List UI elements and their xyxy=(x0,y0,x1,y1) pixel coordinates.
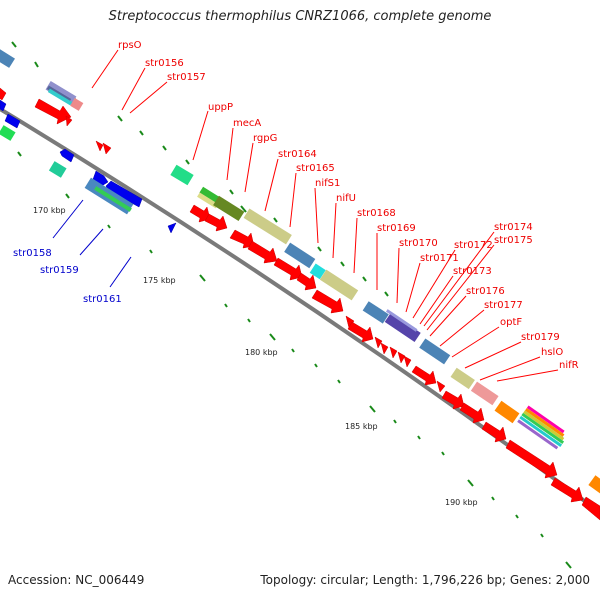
gene-label: str0172 xyxy=(454,240,493,251)
feature-bar xyxy=(521,412,565,444)
feature-bar xyxy=(470,381,499,406)
gene-label: str0175 xyxy=(494,235,533,246)
kbp-label: 170 kbp xyxy=(33,206,66,215)
gene-label: rpsO xyxy=(118,40,142,51)
gene-label: str0170 xyxy=(399,238,438,249)
forward-genes xyxy=(0,87,600,521)
map-title: Streptococcus thermophilus CNRZ1066, com… xyxy=(108,9,492,24)
gene-label: str0171 xyxy=(420,253,459,264)
gene-label: str0161 xyxy=(83,294,122,305)
feature-bar xyxy=(197,192,219,209)
gene-label: mecA xyxy=(233,118,261,129)
forward-label-leaders xyxy=(91,49,559,382)
feature-bar xyxy=(213,195,245,222)
feature-bar xyxy=(523,410,565,441)
feature-bar xyxy=(0,125,16,141)
kbp-label: 190 kbp xyxy=(445,498,478,507)
feature-bar xyxy=(47,88,73,106)
gene-label: str0164 xyxy=(278,149,317,160)
feature-bar xyxy=(588,475,600,497)
gene-label: rgpG xyxy=(253,133,277,144)
feature-bar xyxy=(170,164,194,186)
kbp-label: 180 kbp xyxy=(245,348,278,357)
kbp-label: 185 kbp xyxy=(345,422,378,431)
feature-bar xyxy=(519,415,563,447)
reverse-label-leaders xyxy=(52,199,132,288)
gene-label: str0159 xyxy=(40,265,79,276)
feature-bar xyxy=(450,367,475,390)
gene-label: hslO xyxy=(541,347,563,358)
feature-bar xyxy=(384,312,421,343)
gene-label: str0177 xyxy=(484,300,523,311)
feature-bar xyxy=(419,338,451,365)
gene-label: nifU xyxy=(336,193,356,204)
gene-label: nifR xyxy=(559,360,579,371)
gene-label: str0173 xyxy=(453,266,492,277)
kbp-labels: 170 kbp 175 kbp 180 kbp 185 kbp 190 kbp xyxy=(33,206,478,507)
gene-label: str0179 xyxy=(521,332,560,343)
gene-label: uppP xyxy=(208,102,233,113)
kbp-label: 175 kbp xyxy=(143,276,176,285)
feature-bar xyxy=(70,97,84,111)
reverse-genes xyxy=(0,99,177,234)
feature-bar xyxy=(48,161,67,178)
feature-bar xyxy=(309,263,326,280)
reverse-gene-labels: str0158 str0159 str0161 xyxy=(13,248,122,305)
feature-bar xyxy=(94,186,132,212)
feature-bar xyxy=(517,419,559,450)
gene-label: str0158 xyxy=(13,248,52,259)
feature-bar xyxy=(284,242,316,269)
gene-label: str0157 xyxy=(167,72,206,83)
accession-text: Accession: NC_006449 xyxy=(8,573,145,587)
feature-bar xyxy=(525,407,565,437)
gene-label: nifS1 xyxy=(315,178,340,189)
gene-label: str0168 xyxy=(357,208,396,219)
gene-label: str0165 xyxy=(296,163,335,174)
gene-label: optF xyxy=(500,317,522,328)
gene-label: str0156 xyxy=(145,58,184,69)
genome-summary: Topology: circular; Length: 1,796,226 bp… xyxy=(260,573,590,587)
feature-bar xyxy=(319,269,359,301)
feature-bar xyxy=(494,400,520,424)
feature-bar xyxy=(0,46,15,68)
gene-label: str0176 xyxy=(466,286,505,297)
gene-label: str0169 xyxy=(377,223,416,234)
feature-bar xyxy=(362,301,389,324)
feature-bars xyxy=(0,46,600,497)
feature-bar xyxy=(385,309,418,332)
feature-bar xyxy=(526,405,565,434)
gene-label: str0174 xyxy=(494,222,533,233)
feature-bar xyxy=(243,208,292,245)
forward-gene-labels: rpsO str0156 str0157 uppP mecA rgpG str0… xyxy=(118,40,579,371)
